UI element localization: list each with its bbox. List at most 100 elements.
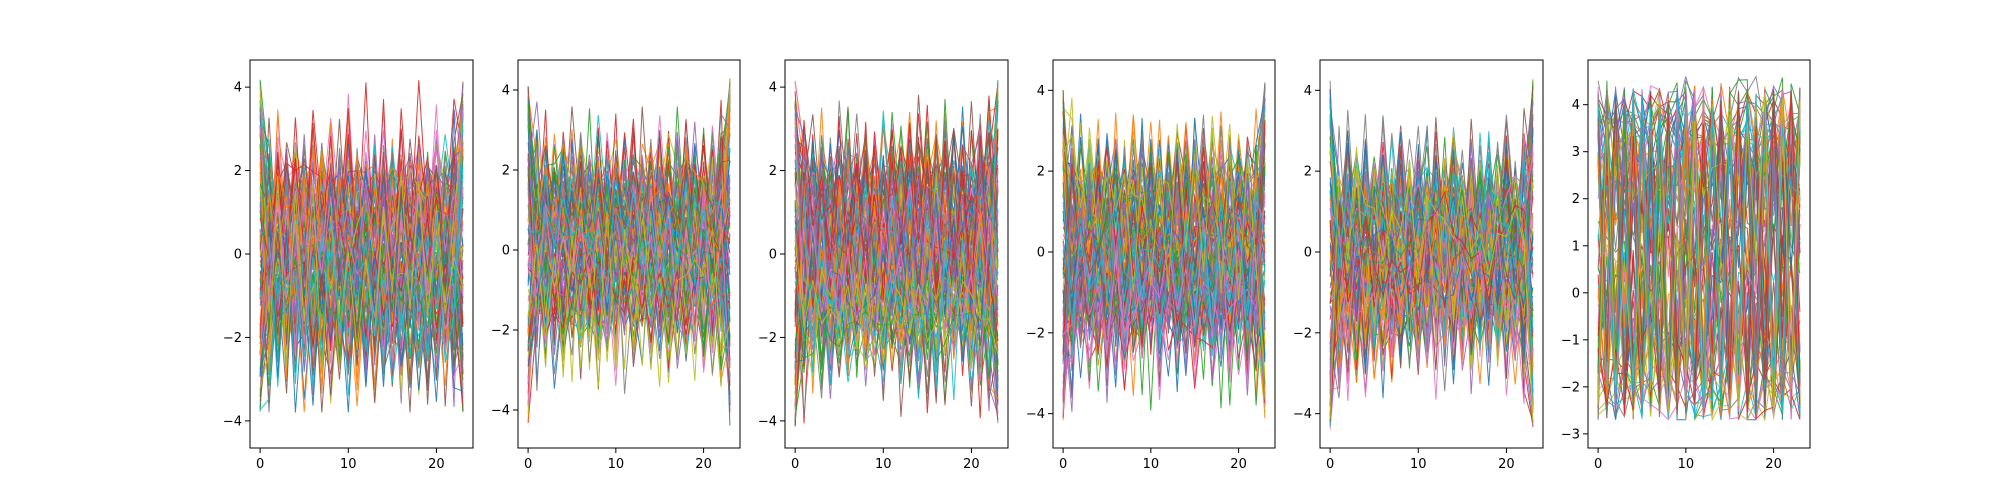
series-line-4-105 [1062, 193, 1266, 413]
series-line-1-94 [259, 157, 464, 339]
x-tick-label: 10 [875, 457, 892, 472]
series-line-5-118 [1329, 181, 1534, 404]
series-line-5-119 [1329, 168, 1534, 420]
x-tick-label: 10 [1678, 457, 1695, 472]
y-tick-label: 0 [502, 244, 510, 259]
series-line-3-84 [794, 133, 999, 288]
x-tick-label: 10 [1410, 457, 1427, 472]
y-tick-label: 4 [1572, 98, 1580, 113]
x-tick-label: 20 [1230, 457, 1247, 472]
series-line-3-112 [794, 86, 999, 366]
x-tick-label: 20 [695, 457, 712, 472]
x-tick-label: 0 [1594, 457, 1602, 472]
y-tick-label: 4 [769, 81, 777, 96]
series-line-5-88 [1329, 125, 1534, 387]
series-line-5-110 [1329, 189, 1534, 345]
series-line-1-119 [259, 170, 464, 389]
series-line-1-112 [259, 146, 464, 356]
series-group-6 [1597, 75, 1801, 422]
y-tick-label: 0 [234, 248, 242, 263]
series-group-4 [1062, 82, 1266, 421]
y-tick-label: −4 [491, 404, 510, 419]
y-tick-label: 4 [502, 84, 510, 99]
y-tick-label: 2 [769, 164, 777, 179]
subplot-6: 0 10 20 −3 −2 −1 0 1 2 3 4 [1561, 59, 1811, 472]
y-tick-label: 2 [234, 164, 242, 179]
y-tick-label: 2 [1304, 165, 1312, 180]
series-line-2-108 [527, 112, 731, 302]
x-tick-label: 0 [1326, 457, 1334, 472]
series-line-5-120 [1329, 114, 1534, 398]
series-line-5-117 [1329, 143, 1534, 404]
series-line-2-113 [527, 103, 731, 292]
y-tick-label: 3 [1572, 145, 1580, 160]
x-tick-label: 0 [256, 457, 264, 472]
series-line-4-109 [1062, 134, 1266, 343]
series-line-1-117 [259, 109, 464, 363]
y-tick-label: 2 [1572, 192, 1580, 207]
x-tick-label: 0 [1059, 457, 1067, 472]
y-tick-label: 0 [1304, 245, 1312, 260]
y-tick-label: −4 [758, 414, 777, 429]
series-line-5-103 [1329, 174, 1534, 269]
series-line-4-119 [1062, 123, 1266, 377]
series-line-4-116 [1062, 143, 1266, 294]
series-line-2-98 [527, 131, 731, 330]
y-tick-label: 1 [1572, 239, 1580, 254]
y-tick-label: 0 [769, 248, 777, 263]
series-line-4-102 [1062, 112, 1266, 347]
series-line-5-112 [1329, 203, 1534, 383]
series-line-3-120 [794, 83, 999, 384]
series-line-2-119 [527, 200, 731, 361]
series-line-5-116 [1329, 216, 1534, 393]
y-tick-label: −2 [1026, 326, 1045, 341]
series-line-2-115 [527, 156, 731, 297]
series-line-3-118 [794, 144, 999, 264]
series-line-5-115 [1329, 196, 1534, 350]
x-tick-label: 10 [1143, 457, 1160, 472]
y-tick-label: −4 [223, 414, 242, 429]
y-tick-label: 2 [502, 164, 510, 179]
series-group-3 [794, 80, 999, 427]
subplot-3: 0 10 20 −4 −2 0 2 4 [758, 59, 1009, 472]
y-tick-label: −4 [1026, 407, 1045, 422]
subplot-4: 0 10 20 −4 −2 0 2 4 [1026, 59, 1276, 472]
series-line-5-101 [1329, 89, 1534, 331]
x-tick-label: 20 [1498, 457, 1515, 472]
y-tick-label: 0 [1572, 286, 1580, 301]
axes-frame-6 [1587, 59, 1811, 449]
y-tick-label: −2 [758, 331, 777, 346]
series-line-2-118 [527, 181, 731, 404]
series-line-4-110 [1062, 201, 1266, 400]
series-line-5-108 [1329, 109, 1534, 413]
series-line-1-113 [259, 211, 464, 411]
series-line-4-106 [1062, 99, 1266, 359]
series-line-4-120 [1062, 192, 1266, 327]
series-line-2-111 [527, 99, 731, 297]
axes-frame-2 [517, 59, 741, 449]
series-line-4-115 [1062, 85, 1266, 396]
series-line-6-120 [1597, 95, 1801, 413]
y-tick-label: −2 [1293, 326, 1312, 341]
series-line-5-111 [1329, 183, 1534, 305]
series-line-3-115 [794, 104, 999, 333]
series-group-2 [527, 78, 731, 426]
subplot-2: 0 10 20 −4 −2 0 2 4 [491, 59, 741, 472]
y-tick-label: 4 [1304, 84, 1312, 99]
y-tick-label: −1 [1561, 333, 1580, 348]
x-tick-label: 0 [791, 457, 799, 472]
x-tick-label: 20 [963, 457, 980, 472]
x-tick-label: 0 [524, 457, 532, 472]
axes-frame-4 [1052, 59, 1276, 449]
y-tick-label: −4 [1293, 407, 1312, 422]
series-group-1 [259, 79, 464, 413]
series-group-5 [1329, 78, 1534, 430]
y-tick-label: 4 [1037, 84, 1045, 99]
series-line-3-114 [794, 104, 999, 337]
axes-frame-5 [1319, 59, 1544, 449]
x-tick-label: 10 [608, 457, 625, 472]
y-tick-label: −3 [1561, 427, 1580, 442]
y-tick-label: −2 [223, 331, 242, 346]
series-line-6-116 [1597, 90, 1801, 416]
